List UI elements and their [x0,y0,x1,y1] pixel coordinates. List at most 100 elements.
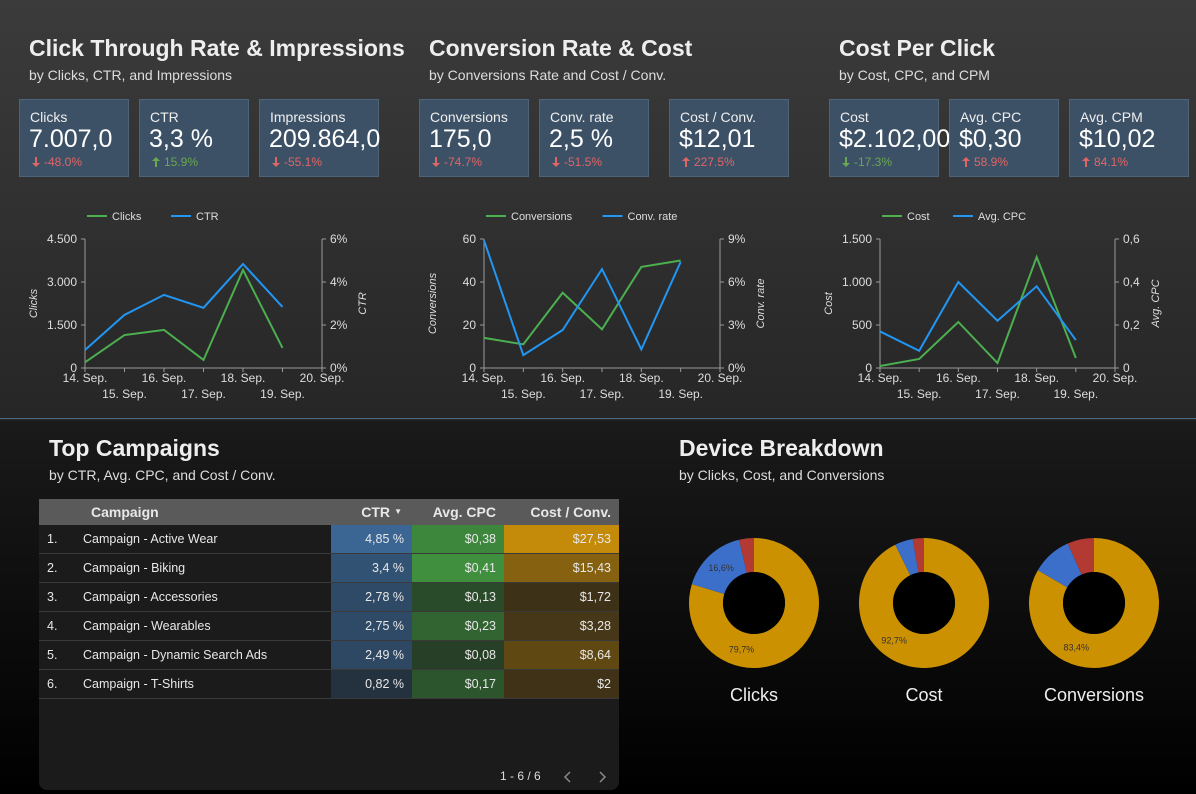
scorecard: Avg. CPM $10,02 84.1% [1069,99,1189,177]
arrow-shape [842,157,850,167]
prev-page[interactable] [563,771,571,783]
delta-text: 227.5% [694,155,735,169]
tick-label: 0 [865,361,872,375]
delta-text: 15.9% [164,155,199,169]
header-text: Avg. CPC [432,504,496,520]
legend-label: Conversions [511,211,573,223]
slice-label: 92,7% [881,636,907,646]
scorecard: Conv. rate 2,5 % -51.5% [539,99,649,177]
scorecard-label: Conversions [430,109,508,125]
scorecard-delta: 15.9% [152,155,198,169]
slice-label: 79,7% [729,644,755,654]
pagination-nav [563,771,607,783]
series-line [879,280,1077,353]
tick-label: 0 [70,361,77,375]
table-cell: $0,08 [412,641,504,669]
next-page[interactable] [599,771,607,783]
pagination-label: 1 - 6 / 6 [500,769,541,783]
slice-label: 16,6% [708,563,734,573]
legend-label: Clicks [112,211,142,223]
x-tick-label: 15. Sep. [897,387,942,401]
table-row: 2. Campaign - Biking 3,4 % $0,41 $15,43 [39,554,619,583]
delta-text: -48.0% [44,155,83,169]
scorecard-value: $2.102,00 [839,125,951,153]
donut-title: Clicks [730,685,778,705]
column-header: Cost / Conv. [504,499,619,525]
table-cell: 3,4 % [331,554,412,582]
donut-slice [895,539,919,576]
delta-arrow [682,157,690,167]
x-tick-label: 19. Sep. [1053,387,1098,401]
donut-title: Cost [905,685,942,705]
table-row: 1. Campaign - Active Wear 4,85 % $0,38 $27,5… [39,525,619,554]
table-row: 3. Campaign - Accessories 2,78 % $0,13 $1,72 [39,583,619,612]
table-header: Campaign CTR ▼ Avg. CPC Cost / Conv. [39,499,619,525]
scorecard-value: 3,3 % [149,125,213,153]
column-header: CTR ▼ [331,499,412,525]
x-tick-label: 17. Sep. [580,387,625,401]
delta-arrow [552,157,560,167]
tick-label: 0 [469,361,476,375]
x-tick-label: 20. Sep. [300,371,345,385]
divider [0,418,1196,419]
series-line [483,259,681,346]
tick-label: 500 [852,318,872,332]
scorecard-label: Clicks [30,109,68,125]
donut-slice [912,538,924,573]
x-tick-label: 18. Sep. [221,371,266,385]
scorecard-delta: -51.5% [552,155,602,169]
delta-text: 84.1% [1094,155,1129,169]
delta-arrow [962,157,970,167]
table-cell: $0,41 [412,554,504,582]
delta-arrow [842,157,850,167]
device-donuts: 79,7% 16,6% Clicks 92,7% Cost 83,4% Conversion… [689,538,1159,705]
scorecard-value: $0,30 [959,125,1022,153]
scorecard-value: $12,01 [679,125,756,153]
table-cell: $0,38 [412,525,504,553]
tick-label: 4% [330,275,348,289]
table-cell: Campaign - Active Wear [83,532,218,546]
arrow-shape [962,157,970,167]
x-tick-label: 16. Sep. [540,371,585,385]
tick-label: 3% [728,318,746,332]
tick-label: 0 [1123,361,1130,375]
scorecard: Clicks 7.007,0 -48.0% [19,99,129,177]
table-cell: Campaign - Wearables [83,619,211,633]
arrow-shape [682,157,690,167]
donut-slice [1029,538,1159,668]
x-tick-label: 16. Sep. [142,371,187,385]
scorecard-value: 175,0 [429,125,492,153]
row-index: 1. [47,532,58,546]
tick-label: 3.000 [47,275,77,289]
delta-arrow [32,157,40,167]
scorecard-label: Cost [840,109,869,125]
table-cell: $15,43 [504,554,619,582]
arrow-shape [272,157,280,167]
scorecard: Avg. CPC $0,30 58.9% [949,99,1059,177]
table-cell: $3,28 [504,612,619,640]
scorecard: Conversions 175,0 -74.7% [419,99,529,177]
delta-arrow [152,157,160,167]
x-tick-label: 18. Sep. [1014,371,1059,385]
y2-axis-label: CTR [357,292,369,315]
row-index: 2. [47,561,58,575]
table-cell: $0,23 [412,612,504,640]
delta-arrow [272,157,280,167]
table-cell: 2,49 % [331,641,412,669]
scorecard-delta: -74.7% [432,155,482,169]
x-tick-label: 19. Sep. [658,387,703,401]
header-text: Campaign [91,504,159,520]
x-tick-label: 20. Sep. [1093,371,1138,385]
arrow-shape [32,157,40,167]
scorecard-label: Conv. rate [550,109,614,125]
x-tick-label: 15. Sep. [501,387,546,401]
panel-title: Conversion Rate & Cost [429,35,693,61]
scorecard: CTR 3,3 % 15.9% [139,99,249,177]
tick-label: 1.500 [842,232,872,246]
campaign-table: Campaign CTR ▼ Avg. CPC Cost / Conv. 1. Campai… [39,499,619,790]
donut-slice [859,538,989,668]
scorecard: Cost $2.102,00 -17.3% [829,99,950,177]
column-header: Campaign [83,499,331,525]
row-index: 3. [47,590,58,604]
